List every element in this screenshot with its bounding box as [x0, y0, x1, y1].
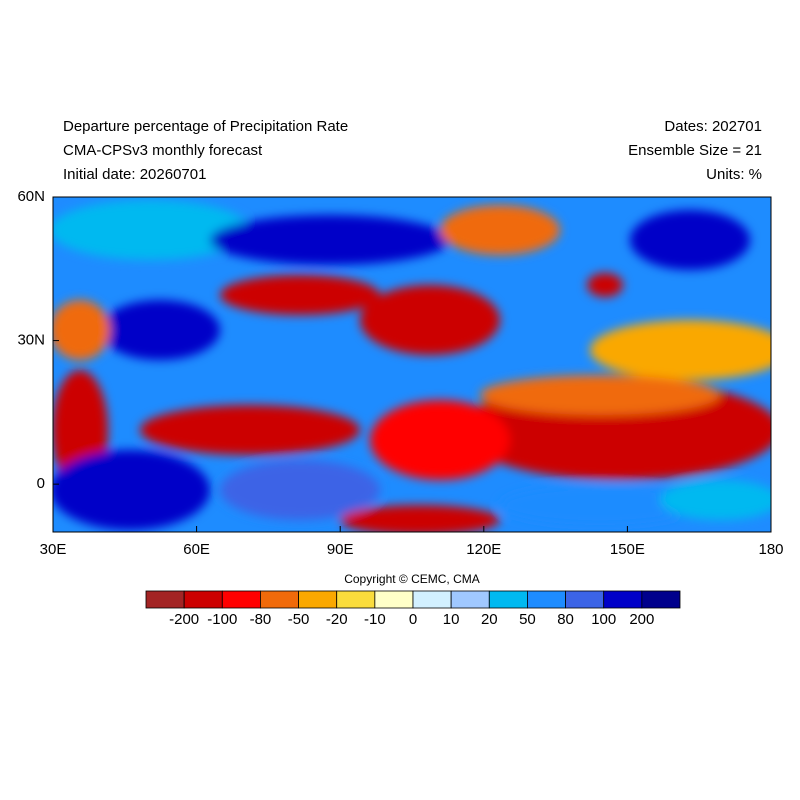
colorbar-box	[527, 590, 566, 609]
colorbar-box	[145, 590, 185, 609]
colorbar-box	[603, 590, 643, 609]
colorbar-label: -10	[364, 611, 386, 628]
colorbar-label: 0	[409, 611, 417, 628]
colorbar-box	[488, 590, 528, 609]
colorbar-label: -50	[288, 611, 310, 628]
lon-tick-label: 120E	[466, 541, 501, 558]
colorbar-box	[412, 590, 452, 609]
colorbar-box	[221, 590, 261, 609]
title-right: Units: %	[706, 166, 762, 183]
lon-tick-label: 30E	[40, 541, 67, 558]
colorbar-label: 200	[629, 611, 654, 628]
lon-tick-label: 60E	[183, 541, 210, 558]
precip-field	[53, 197, 771, 532]
colorbar-label: -20	[326, 611, 348, 628]
lon-tick-label: 90E	[327, 541, 354, 558]
colorbar-label: 80	[557, 611, 574, 628]
colorbar-label: -100	[207, 611, 237, 628]
copyright: Copyright © CEMC, CMA	[344, 572, 480, 586]
lat-tick-label: 0	[37, 475, 45, 492]
lat-tick-label: 60N	[17, 188, 45, 205]
title-right: Dates: 202701	[664, 118, 762, 135]
colorbar-label: -80	[250, 611, 272, 628]
title-right: Ensemble Size = 21	[628, 142, 762, 159]
colorbar-box	[260, 590, 299, 609]
title-left: CMA-CPSv3 monthly forecast	[63, 142, 263, 159]
map-frame	[52, 196, 772, 533]
colorbar-label: 10	[443, 611, 460, 628]
title-left: Departure percentage of Precipitation Ra…	[63, 118, 348, 135]
colorbar-label: 50	[519, 611, 536, 628]
colorbar-box	[641, 590, 681, 609]
colorbar-box	[565, 590, 605, 609]
lat-tick-label: 30N	[17, 332, 45, 349]
colorbar-label: 100	[591, 611, 616, 628]
colorbar-box	[374, 590, 414, 609]
colorbar-box	[183, 590, 223, 609]
lon-tick-label: 180	[758, 541, 783, 558]
colorbar-label: -200	[169, 611, 199, 628]
colorbar-box	[336, 590, 376, 609]
lon-tick-label: 150E	[610, 541, 645, 558]
colorbar-box	[450, 590, 490, 609]
title-left: Initial date: 20260701	[63, 166, 206, 183]
colorbar-label: 20	[481, 611, 498, 628]
colorbar-box	[298, 590, 338, 609]
